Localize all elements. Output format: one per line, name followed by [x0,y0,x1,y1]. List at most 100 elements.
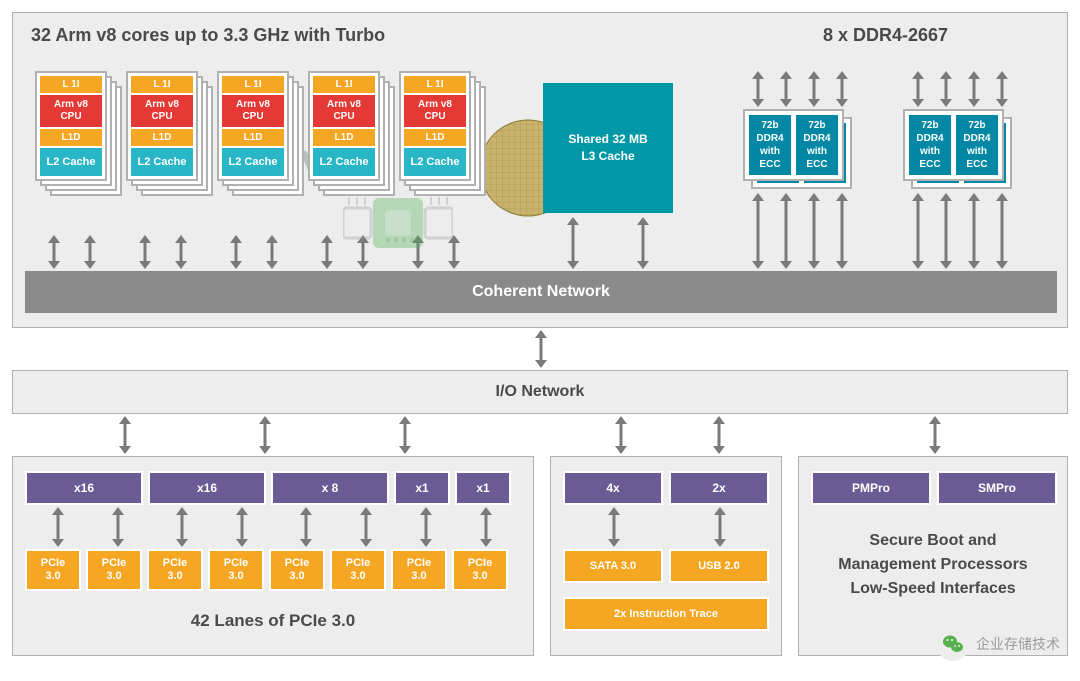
arrow-lane-pcie [237,507,247,547]
ddr-cell: 72b DDR4 with ECC [908,114,952,176]
cpu-l2: L2 Cache [313,148,375,176]
lane-x16-2: x16 [148,471,266,505]
lane-x16-1: x16 [25,471,143,505]
arrow-lane-pcie [361,507,371,547]
pcie-slot: PCIe 3.0 [269,549,325,591]
arrow-ddr-top [753,71,763,107]
cpu-core: Arm v8 CPU [40,95,102,127]
pcie-slot: PCIe 3.0 [147,549,203,591]
pcie-slot: PCIe 3.0 [86,549,142,591]
l3-cache-label: Shared 32 MB L3 Cache [568,131,647,165]
arrow-ddr-coherent [941,193,951,269]
cpu-l1d: L1D [131,129,193,146]
cpu-l1d: L1D [404,129,466,146]
if-2x: 2x [669,471,769,505]
ddr-card: 72b DDR4 with ECC72b DDR4 with ECC [743,109,844,181]
arrow-lane-pcie [177,507,187,547]
arrow-ddr-top [837,71,847,107]
ddr-cell: 72b DDR4 with ECC [795,114,839,176]
interfaces-panel: 4x 2x SATA 3.0 USB 2.0 2x Instruction Tr… [550,456,782,656]
cpu-stack: L 1I Arm v8 CPU L1D L2 CacheL 1I Arm v8 CPU L… [35,71,117,246]
cpu-stack: L 1IArm v8 CPUL1DL2 CacheL 1IArm v8 CPUL… [217,71,299,246]
pcie-panel: x16 x16 x 8 x1 x1 PCIe 3.0PCIe 3.0PCIe 3… [12,456,534,656]
arrow-ddr-coherent [969,193,979,269]
cpu-l1i: L 1I [222,76,284,93]
arrow-ddr-top [809,71,819,107]
cpu-stack: L 1IArm v8 CPUL1DL2 CacheL 1IArm v8 CPUL… [126,71,208,246]
arrow-ddr-coherent [781,193,791,269]
io-network-bar: I/O Network [12,370,1068,414]
pcie-slot: PCIe 3.0 [452,549,508,591]
arrow-ddr-coherent [753,193,763,269]
arrow-ddr-top [941,71,951,107]
cpu-l1i: L 1I [313,76,375,93]
if-4x: 4x [563,471,663,505]
pcie-lanes-row: x16 x16 x 8 x1 x1 [25,471,511,505]
top-panel: 32 Arm v8 cores up to 3.3 GHz with Turbo… [12,12,1068,328]
arrow-lane-pcie [301,507,311,547]
pmpro-box: PMPro [811,471,931,505]
arrow-if-1 [609,507,619,547]
cpu-core: Arm v8 CPU [404,95,466,127]
coherent-network-bar: Coherent Network [25,271,1057,313]
arrow-ddr-coherent [809,193,819,269]
coherent-network-label: Coherent Network [472,283,610,301]
cpu-card: L 1I Arm v8 CPU L1D L2 Cache [308,71,380,181]
mgmt-panel: PMPro SMPro Secure Boot and Management P… [798,456,1068,656]
cpu-l2: L2 Cache [404,148,466,176]
arrow-if-2 [715,507,725,547]
cpu-stack: L 1I Arm v8 CPU L1D L2 CacheL 1I Arm v8 CPU L… [308,71,390,246]
pcie-slot: PCIe 3.0 [330,549,386,591]
pcie-slot: PCIe 3.0 [25,549,81,591]
cpu-stack: L 1I Arm v8 CPU L1D L2 CacheL 1I Arm v8 CPU L… [399,71,481,246]
cpu-card: L 1IArm v8 CPUL1DL2 Cache [126,71,198,181]
wechat-icon [936,627,970,661]
wechat-label: 企业存储技术 [976,634,1060,654]
pcie-slot: PCIe 3.0 [208,549,264,591]
cpu-l1d: L1D [222,129,284,146]
ddr-title: 8 x DDR4-2667 [823,25,948,46]
cpu-title: 32 Arm v8 cores up to 3.3 GHz with Turbo [31,25,385,46]
arrow-ddr-top [913,71,923,107]
cpu-l2: L2 Cache [131,148,193,176]
arrow-io-pcie-1 [120,416,130,454]
arrow-l3-coherent [568,217,578,269]
arrow-io-mid-2 [714,416,724,454]
cpu-core: Arm v8 CPU [313,95,375,127]
arrow-lane-pcie [421,507,431,547]
arrow-lane-pcie [53,507,63,547]
arrow-ddr-coherent [913,193,923,269]
arrow-lane-pcie [113,507,123,547]
wechat-badge: 企业存储技术 [936,627,1060,661]
arrow-io-mgmt [930,416,940,454]
cpu-card: L 1IArm v8 CPUL1DL2 Cache [217,71,289,181]
cpu-card: L 1I Arm v8 CPU L1D L2 Cache [35,71,107,181]
arrow-io-pcie-2 [260,416,270,454]
cpu-l1d: L1D [40,129,102,146]
smpro-box: SMPro [937,471,1057,505]
ddr-cell: 72b DDR4 with ECC [748,114,792,176]
cpu-l1d: L1D [313,129,375,146]
lane-x1-2: x1 [455,471,511,505]
cpu-l1i: L 1I [40,76,102,93]
ddr-cell: 72b DDR4 with ECC [955,114,999,176]
cpu-l1i: L 1I [131,76,193,93]
cpu-card: L 1I Arm v8 CPU L1D L2 Cache [399,71,471,181]
arrow-ddr-coherent [997,193,1007,269]
lane-x8: x 8 [271,471,389,505]
lane-x1-1: x1 [394,471,450,505]
sata-box: SATA 3.0 [563,549,663,583]
cpu-l1i: L 1I [404,76,466,93]
arrow-ddr-top [969,71,979,107]
pcie-slots-row: PCIe 3.0PCIe 3.0PCIe 3.0PCIe 3.0PCIe 3.0… [25,549,508,591]
pcie-slot: PCIe 3.0 [391,549,447,591]
cpu-l2: L2 Cache [40,148,102,176]
arrow-ddr-coherent [837,193,847,269]
pcie-caption: 42 Lanes of PCIe 3.0 [13,611,533,631]
mgmt-caption: Secure Boot and Management Processors Lo… [799,529,1067,601]
arrow-l3-coherent [638,217,648,269]
arrow-ddr-top [781,71,791,107]
arrow-io-mid-1 [616,416,626,454]
instruction-trace-box: 2x Instruction Trace [563,597,769,631]
usb-box: USB 2.0 [669,549,769,583]
